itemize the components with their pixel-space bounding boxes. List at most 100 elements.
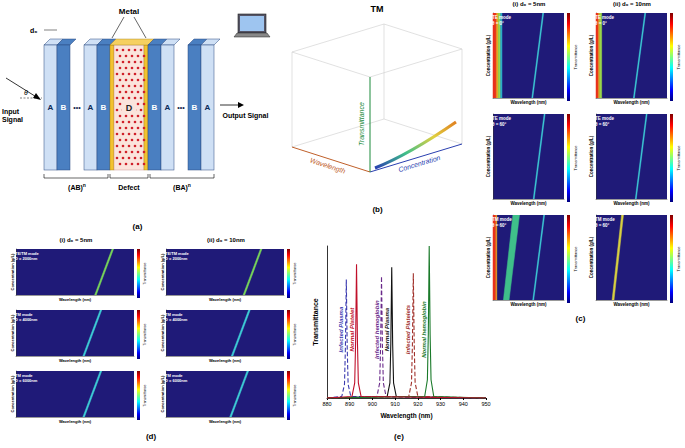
- svg-text:D = 4000nm: D = 4000nm: [15, 317, 38, 322]
- svg-text:Transmittance: Transmittance: [676, 145, 681, 171]
- svg-text:Infected Plasma: Infected Plasma: [338, 306, 344, 352]
- svg-text:Transmittance: Transmittance: [676, 44, 681, 70]
- svg-text:Wavelength (nm): Wavelength (nm): [209, 297, 242, 302]
- svg-text:B: B: [101, 103, 107, 112]
- svg-text:Metal: Metal: [119, 7, 139, 16]
- svg-text:Wavelength (nm): Wavelength (nm): [59, 358, 92, 363]
- svg-text:Transmittance: Transmittance: [293, 384, 297, 406]
- svg-text:Concentration (g/L): Concentration (g/L): [589, 236, 594, 278]
- svg-text:Wavelength (nm): Wavelength (nm): [209, 358, 242, 363]
- svg-text:Wavelength (nm): Wavelength (nm): [613, 302, 650, 307]
- svg-text:Transmittance: Transmittance: [293, 323, 297, 345]
- svg-text:TE mode: TE mode: [595, 15, 614, 20]
- svg-text:Wavelength (nm): Wavelength (nm): [613, 100, 650, 105]
- svg-text:D: D: [126, 103, 133, 113]
- svg-text:Transmittance: Transmittance: [676, 246, 681, 272]
- svg-text:B: B: [152, 103, 158, 112]
- html-text:(c): (c): [575, 314, 586, 323]
- svg-text:Wavelength (nm): Wavelength (nm): [209, 419, 242, 424]
- svg-text:TM mode: TM mode: [492, 217, 512, 222]
- svg-text:Wavelength (nm): Wavelength (nm): [59, 419, 92, 424]
- svg-text:θ = 60°: θ = 60°: [595, 223, 610, 228]
- svg-text:Transmittance: Transmittance: [358, 102, 365, 146]
- svg-text:Wavelength: Wavelength: [309, 157, 347, 176]
- svg-text:Concentration (g/L): Concentration (g/L): [160, 375, 165, 413]
- svg-text:Normal hemoglobin: Normal hemoglobin: [421, 301, 427, 358]
- svg-text:A: A: [205, 103, 211, 112]
- svg-text:D = 2000nm: D = 2000nm: [165, 256, 188, 261]
- svg-text:D = 4000nm: D = 4000nm: [165, 317, 188, 322]
- svg-text:Concentration (g/L): Concentration (g/L): [486, 34, 491, 76]
- svg-text:940: 940: [459, 401, 468, 407]
- svg-text:B: B: [192, 103, 198, 112]
- svg-text:θ: θ: [24, 89, 28, 96]
- svg-text:D = 6000nm: D = 6000nm: [165, 378, 188, 383]
- svg-text:950: 950: [481, 401, 490, 407]
- svg-text:A: A: [165, 103, 171, 112]
- svg-text:θ = 60°: θ = 60°: [595, 122, 610, 127]
- svg-text:Transmittance: Transmittance: [143, 323, 147, 345]
- svg-text:•••: •••: [177, 104, 185, 111]
- svg-text:Transmittance: Transmittance: [573, 44, 578, 70]
- svg-text:Wavelength (nm): Wavelength (nm): [59, 297, 92, 302]
- svg-text:θ = 0°: θ = 0°: [492, 21, 504, 26]
- svg-text:Concentration (g/L): Concentration (g/L): [160, 253, 165, 291]
- svg-text:(AB)n: (AB)n: [68, 182, 86, 192]
- html-text:(a): (a): [132, 222, 143, 231]
- svg-text:θ = 60°: θ = 60°: [492, 122, 507, 127]
- svg-text:Concentration (g/L): Concentration (g/L): [486, 236, 491, 278]
- svg-text:Normal Plasma: Normal Plasma: [384, 307, 390, 351]
- svg-text:Wavelength (nm): Wavelength (nm): [613, 201, 650, 206]
- svg-text:Wavelength (nm): Wavelength (nm): [510, 100, 547, 105]
- svg-text:B: B: [61, 103, 67, 112]
- html-text:(d): (d): [145, 432, 157, 441]
- svg-text:Transmittance: Transmittance: [312, 298, 319, 346]
- svg-text:Wavelength (nm): Wavelength (nm): [510, 201, 547, 206]
- svg-text:Concentration: Concentration: [397, 154, 441, 173]
- svg-text:Concentration (g/L): Concentration (g/L): [589, 135, 594, 177]
- html-text:Input Signal: Input Signal: [2, 108, 23, 123]
- svg-text:930: 930: [436, 401, 445, 407]
- svg-text:TE mode: TE mode: [595, 116, 614, 121]
- svg-text:TM mode: TM mode: [595, 217, 615, 222]
- svg-text:d₀: d₀: [30, 27, 37, 34]
- svg-text:Infected hemoglobin: Infected hemoglobin: [374, 300, 380, 359]
- svg-text:Concentration (g/L): Concentration (g/L): [589, 34, 594, 76]
- svg-text:Infected Platelets: Infected Platelets: [405, 304, 411, 354]
- html-text:(i) d₀ = 5nm: (i) d₀ = 5nm: [512, 1, 546, 7]
- svg-text:Concentration (g/L): Concentration (g/L): [10, 375, 15, 413]
- svg-text:Concentration (g/L): Concentration (g/L): [10, 314, 15, 352]
- svg-text:Concentration (g/L): Concentration (g/L): [486, 135, 491, 177]
- svg-text:(BA)n: (BA)n: [173, 182, 191, 192]
- svg-text:Defect: Defect: [118, 184, 140, 191]
- svg-text:TM: TM: [371, 4, 384, 14]
- svg-text:θ = 0°: θ = 0°: [595, 21, 607, 26]
- svg-text:Normal Platelet: Normal Platelet: [349, 307, 355, 352]
- svg-text:910: 910: [391, 401, 400, 407]
- html-text:(b): (b): [372, 205, 383, 214]
- svg-text:Transmittance: Transmittance: [573, 246, 578, 272]
- svg-text:TE mode: TE mode: [492, 15, 511, 20]
- html-text:Output Signal: Output Signal: [222, 112, 269, 119]
- svg-text:Wavelength (nm): Wavelength (nm): [380, 412, 432, 420]
- svg-text:Concentration (g/L): Concentration (g/L): [160, 314, 165, 352]
- svg-text:D = 6000nm: D = 6000nm: [15, 378, 38, 383]
- svg-text:880: 880: [322, 401, 331, 407]
- svg-text:•••: •••: [73, 104, 81, 111]
- svg-text:Transmittance: Transmittance: [143, 262, 147, 284]
- svg-text:TE mode: TE mode: [492, 116, 511, 121]
- svg-text:D = 2000nm: D = 2000nm: [15, 256, 38, 261]
- html-text:(ii) d₀ = 10nm: (ii) d₀ = 10nm: [613, 1, 651, 7]
- svg-text:A: A: [88, 103, 94, 112]
- svg-text:Concentration (g/L): Concentration (g/L): [10, 253, 15, 291]
- svg-text:Wavelength (nm): Wavelength (nm): [510, 302, 547, 307]
- svg-text:A: A: [48, 103, 54, 112]
- svg-text:Transmittance: Transmittance: [293, 262, 297, 284]
- svg-text:Transmittance: Transmittance: [573, 145, 578, 171]
- svg-text:θ = 60°: θ = 60°: [492, 223, 507, 228]
- svg-text:920: 920: [413, 401, 422, 407]
- html-text:(e): (e): [394, 432, 404, 441]
- svg-text:900: 900: [368, 401, 377, 407]
- svg-text:Transmittance: Transmittance: [143, 384, 147, 406]
- svg-text:890: 890: [345, 401, 354, 407]
